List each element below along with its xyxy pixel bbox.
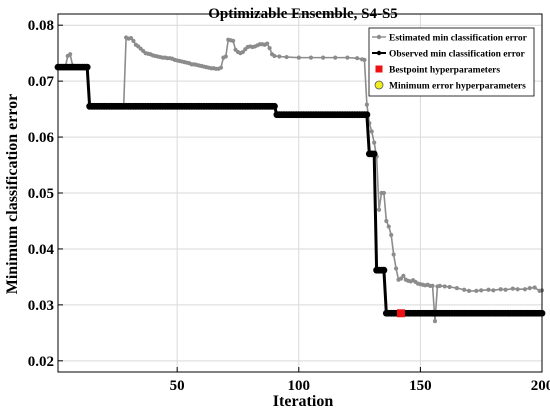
estimated-error-point — [522, 287, 528, 292]
estimated-error-point — [532, 285, 537, 290]
estimated-error-point — [391, 252, 396, 257]
y-tick-label: 0.05 — [28, 186, 54, 202]
estimated-error-point — [515, 287, 520, 292]
legend-box — [368, 27, 535, 97]
estimated-error-point — [454, 285, 459, 291]
axis-ticks: 0.02 0.03 0.04 0.05 0.06 0.07 0.08 50 100 150 200 — [28, 18, 550, 394]
observed-error-point — [83, 63, 91, 71]
legend-label: Estimated min classification error — [389, 34, 528, 44]
estimated-error-point — [267, 46, 272, 51]
y-tick-label: 0.08 — [28, 18, 54, 34]
estimated-error-point — [364, 102, 369, 107]
estimated-error-point — [277, 54, 282, 59]
estimated-error-point — [345, 55, 350, 60]
estimated-error-point — [68, 52, 73, 57]
estimated-error-point — [381, 190, 387, 196]
estimated-error-point — [296, 55, 301, 60]
estimated-error-point — [491, 288, 496, 293]
legend-marker — [374, 80, 384, 90]
estimated-error-point — [498, 287, 503, 292]
legend-label: Minimum error hyperparameters — [389, 82, 526, 92]
estimated-error-point — [479, 288, 484, 293]
estimated-error-point — [510, 286, 515, 291]
observed-error-point — [271, 102, 278, 110]
y-tick-label: 0.03 — [28, 298, 54, 314]
y-tick-label: 0.07 — [28, 74, 55, 90]
estimated-error-point — [372, 140, 377, 145]
estimated-error-point — [503, 287, 508, 292]
estimated-error-point — [240, 49, 245, 55]
estimated-error-point — [284, 54, 289, 60]
estimated-error-point — [527, 285, 532, 291]
x-tick-label: 50 — [170, 378, 185, 394]
legend-marker — [376, 34, 382, 40]
estimated-error-point — [376, 207, 382, 212]
x-tick-label: 200 — [531, 378, 550, 394]
estimated-error-point — [386, 224, 391, 229]
estimated-error-point — [462, 287, 467, 292]
plot-series — [54, 35, 546, 324]
estimated-error-point — [442, 284, 447, 289]
legend: Estimated min classification error Observ… — [368, 27, 535, 97]
legend-marker — [375, 65, 383, 73]
estimated-error-point — [272, 53, 277, 59]
legend-marker — [376, 50, 382, 56]
estimated-error-point — [362, 57, 367, 62]
estimated-error-point — [466, 288, 472, 293]
bestpoint-marker — [396, 309, 405, 318]
estimated-error-point — [401, 273, 406, 278]
estimated-error-point — [355, 56, 360, 61]
estimated-error-point — [398, 276, 404, 281]
y-tick-label: 0.06 — [28, 130, 55, 146]
estimated-error-point — [384, 218, 389, 224]
estimated-error-point — [223, 54, 228, 59]
estimated-error-point — [231, 38, 236, 43]
estimated-error-point — [432, 318, 438, 324]
estimated-error-point — [308, 55, 314, 60]
y-tick-label: 0.04 — [28, 242, 55, 258]
y-axis-label: Minimum classification error — [4, 94, 21, 295]
estimated-error-point — [333, 55, 338, 60]
observed-error-point — [370, 150, 378, 158]
estimated-error-point — [437, 283, 442, 288]
estimated-error-point — [128, 35, 134, 41]
estimated-error-point — [389, 232, 394, 238]
x-tick-label: 100 — [288, 378, 311, 394]
estimated-error-point — [265, 41, 270, 46]
estimated-error-point — [486, 287, 491, 292]
legend-label: Observed min classification error — [389, 50, 525, 60]
estimated-error-point — [447, 284, 452, 290]
estimated-error-point — [430, 283, 435, 288]
legend-label: Bestpoint hyperparameters — [389, 66, 500, 76]
observed-error-line — [58, 65, 542, 315]
estimated-error-point — [321, 55, 326, 60]
estimated-error-point — [393, 266, 399, 271]
x-axis-label: Iteration — [273, 393, 334, 410]
observed-error-point — [363, 111, 371, 119]
observed-error-point — [380, 266, 388, 274]
estimated-error-point — [218, 65, 224, 70]
y-tick-label: 0.02 — [28, 354, 54, 370]
x-tick-label: 150 — [409, 378, 432, 394]
estimated-error-point — [474, 288, 479, 293]
estimated-error-point — [131, 38, 136, 43]
estimated-error-point — [369, 129, 374, 134]
